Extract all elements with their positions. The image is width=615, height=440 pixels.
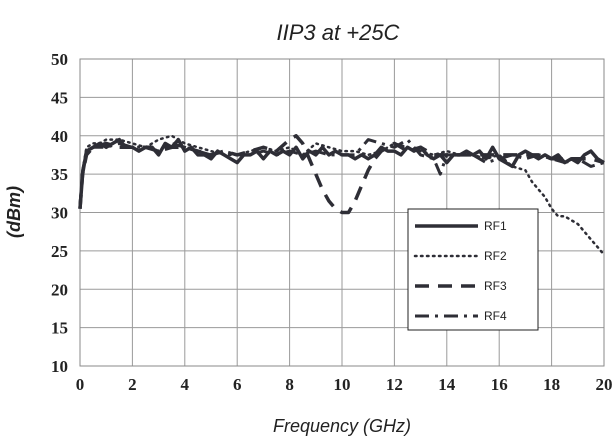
y-tick-label: 15 xyxy=(51,319,68,338)
y-tick-label: 10 xyxy=(51,357,68,376)
y-tick-label: 45 xyxy=(51,88,68,107)
legend-label-rf1: RF1 xyxy=(484,219,507,233)
y-tick-labels: 10 15 20 25 30 35 40 45 50 xyxy=(51,50,68,376)
x-tick-label: 8 xyxy=(285,375,294,394)
y-axis-label: (dBm) xyxy=(4,186,24,238)
x-tick-label: 12 xyxy=(386,375,403,394)
legend-label-rf4: RF4 xyxy=(484,309,507,323)
x-tick-label: 6 xyxy=(233,375,242,394)
y-tick-label: 35 xyxy=(51,165,68,184)
legend-label-rf2: RF2 xyxy=(484,249,507,263)
plot-area-border xyxy=(79,58,605,367)
x-tick-labels: 0 2 4 6 8 10 12 14 16 18 20 xyxy=(76,375,613,394)
legend: RF1 RF2 RF3 RF4 xyxy=(407,208,539,331)
x-tick-label: 18 xyxy=(543,375,560,394)
x-tick-label: 14 xyxy=(438,375,456,394)
y-tick-label: 30 xyxy=(51,204,68,223)
legend-label-rf3: RF3 xyxy=(484,279,507,293)
x-tick-label: 16 xyxy=(491,375,508,394)
y-tick-label: 40 xyxy=(51,127,68,146)
x-tick-label: 2 xyxy=(128,375,137,394)
x-axis-label: Frequency (GHz) xyxy=(273,416,411,436)
chart-title: IIP3 at +25C xyxy=(277,20,400,45)
y-tick-label: 25 xyxy=(51,242,68,261)
series-line-rf1 xyxy=(78,137,605,209)
y-tick-label: 50 xyxy=(51,50,68,69)
x-tick-label: 0 xyxy=(76,375,85,394)
series-layer xyxy=(78,134,606,256)
x-tick-label: 4 xyxy=(181,375,190,394)
x-tick-label: 10 xyxy=(334,375,351,394)
x-tick-label: 20 xyxy=(596,375,613,394)
legend-box xyxy=(407,208,539,331)
y-tick-label: 20 xyxy=(51,280,68,299)
